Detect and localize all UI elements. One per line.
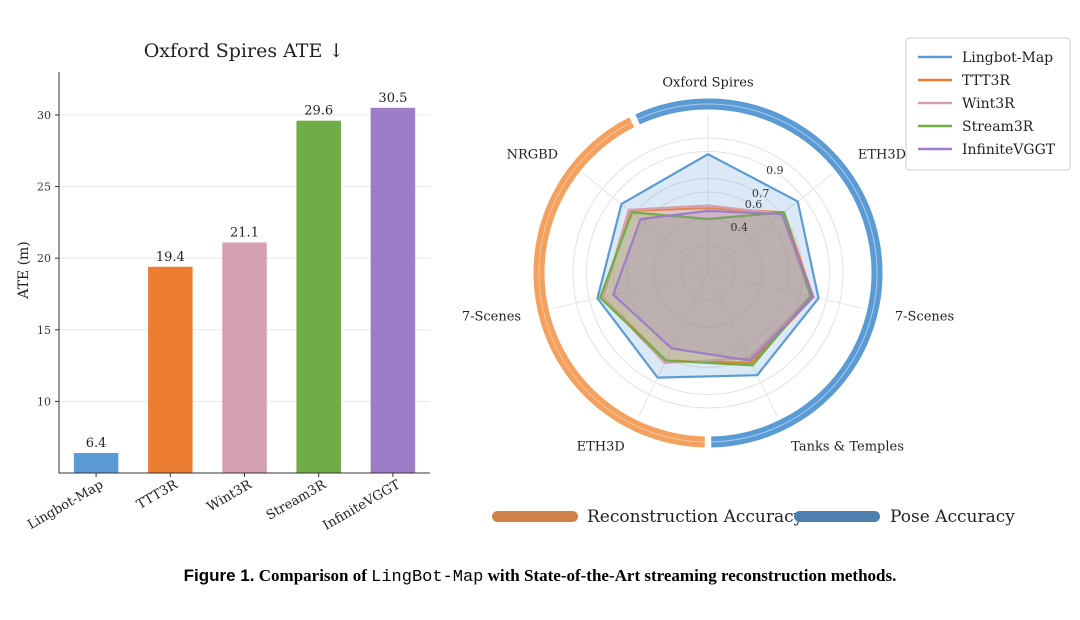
caption-method: LingBot-Map [371, 568, 484, 587]
radar-ring-label: 0.7 [752, 187, 770, 200]
radar-axis-label: 7-Scenes [895, 310, 954, 325]
pose-accuracy-label: Pose Accuracy [890, 507, 1015, 527]
ytick-label: 30 [37, 109, 51, 122]
caption-text-after: with State-of-the-Art streaming reconstr… [487, 566, 897, 585]
legend-label: Lingbot-Map [962, 50, 1053, 66]
radar-axis-label: 7-Scenes [462, 310, 521, 325]
xtick-label: Lingbot-Map [25, 477, 106, 532]
radar-axis-label: NRGBD [507, 147, 559, 162]
bar [73, 452, 119, 473]
radar-spoke [638, 272, 709, 417]
bar-value-label: 30.5 [378, 91, 407, 106]
radar-series [596, 153, 820, 379]
radar-ring-label: 0.6 [745, 198, 763, 211]
series-legend: Lingbot-Map TTT3R Wint3R Stream3R InfiniteVG… [905, 37, 1071, 171]
bar-chart-ylabel: ATE (m) [16, 241, 32, 300]
bar [222, 242, 267, 473]
pose-swatch [794, 511, 880, 522]
radar-accuracy-band [533, 98, 883, 448]
radar-spoke [707, 173, 833, 274]
xtick-label: Wint3R [205, 477, 256, 515]
bar-chart-value-labels: 6.4 19.4 21.1 29.6 30.5 [86, 91, 408, 451]
caption-text-before: Comparison of [258, 566, 367, 585]
ytick-label: 20 [37, 252, 51, 265]
radar-ring-labels: 0.4 0.60.7 0.9 [731, 164, 784, 234]
legend-label: TTT3R [962, 73, 1010, 89]
legend-label: Wint3R [962, 96, 1015, 112]
radar-series-polygon [598, 211, 812, 367]
radar-spoke [707, 272, 778, 417]
caption-label: Figure 1. [183, 566, 255, 585]
ytick-label: 10 [37, 395, 51, 408]
ytick-label: 15 [37, 324, 51, 337]
bar-value-label: 21.1 [230, 225, 259, 240]
xtick-label: Stream3R [264, 477, 330, 524]
bar-chart-title: Oxford Spires ATE ↓ [144, 40, 345, 62]
reconstruction-accuracy-label: Reconstruction Accuracy [587, 507, 804, 527]
figure-canvas: Oxford Spires ATE ↓ ATE (m) 10 15 20 25 30 6… [16, 37, 1071, 534]
bar-value-label: 6.4 [86, 436, 107, 451]
bar [370, 107, 416, 473]
radar-grid [552, 113, 864, 417]
ytick-label: 25 [37, 181, 51, 194]
reconstruction-accuracy-arc-highlight [538, 121, 705, 443]
radar-axis-label: Tanks & Temples [791, 440, 904, 455]
radar-spoke [552, 272, 709, 309]
bar [148, 266, 193, 473]
reconstruction-swatch [492, 511, 578, 522]
bar-chart-bars [73, 107, 416, 473]
bar [296, 120, 341, 473]
group-legend: Reconstruction Accuracy Pose Accuracy [492, 507, 1015, 527]
bar-value-label: 29.6 [304, 104, 333, 119]
pose-accuracy-arc-highlight [637, 103, 878, 443]
legend-label: Stream3R [962, 119, 1034, 135]
legend-box [905, 37, 1071, 171]
radar-ring-label: 0.9 [766, 164, 784, 177]
radar-ring-label: 0.4 [731, 221, 749, 234]
bar-chart-yticks: 10 15 20 25 30 [37, 109, 59, 408]
radar-series-polygon [612, 209, 815, 362]
bar-chart-xticks: Lingbot-Map TTT3R Wint3R Stream3RInfiniteVG… [25, 473, 403, 534]
radar-spoke [583, 173, 709, 274]
bar-chart: Oxford Spires ATE ↓ ATE (m) 10 15 20 25 30 6… [16, 40, 430, 534]
figure-caption: Figure 1. Comparison of LingBot-Map with… [0, 566, 1080, 587]
bar-value-label: 19.4 [156, 250, 185, 265]
radar-spoke [707, 272, 864, 309]
radar-axis-label: Oxford Spires [662, 75, 753, 90]
radar-axis-label: ETH3D [577, 440, 625, 455]
radar-chart: 0.4 0.60.7 0.9 Oxford Spires ETH3D 7-Scenes T… [462, 75, 954, 454]
xtick-label: TTT3R [134, 477, 181, 513]
legend-label: InfiniteVGGT [962, 142, 1056, 158]
radar-axis-labels: Oxford Spires ETH3D 7-Scenes Tanks & Temple… [462, 75, 954, 454]
radar-axis-label: ETH3D [858, 147, 906, 162]
xtick-label: InfiniteVGGT [321, 477, 404, 533]
